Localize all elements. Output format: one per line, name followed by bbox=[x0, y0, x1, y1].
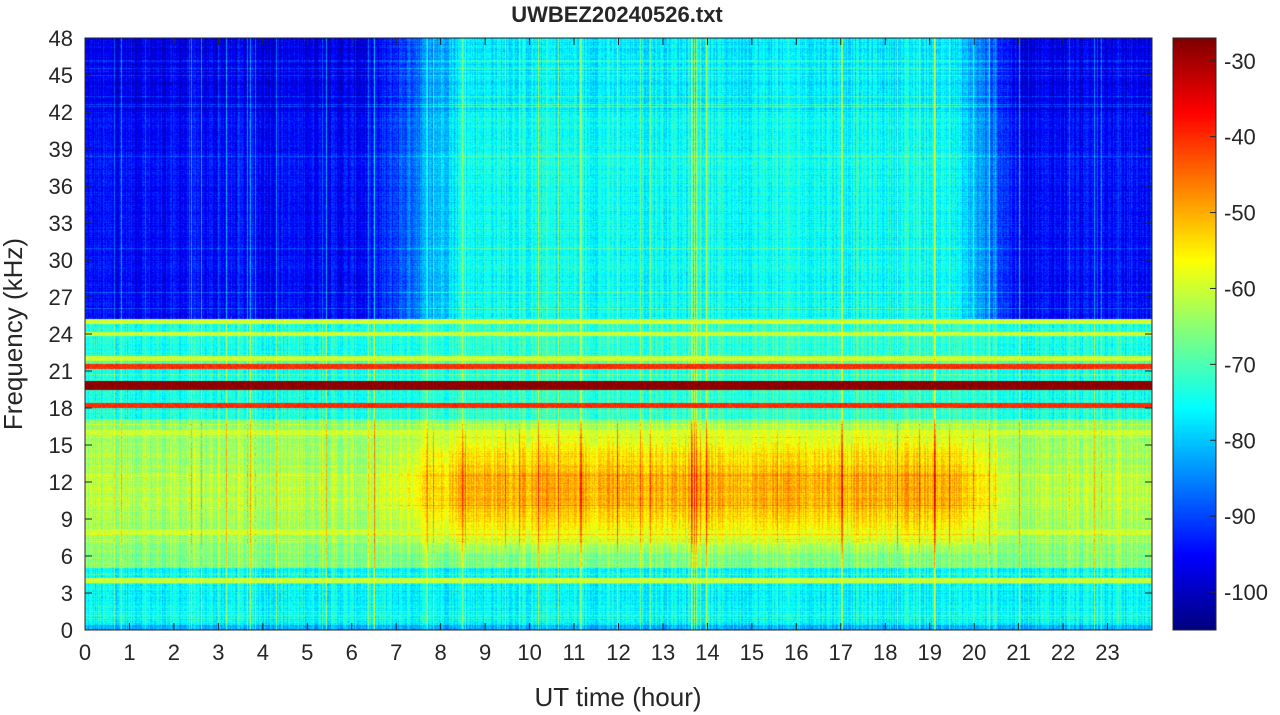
x-tick-label: 9 bbox=[479, 640, 491, 665]
colorbar-tick-label: -80 bbox=[1224, 428, 1256, 453]
colorbar-tick-label: -90 bbox=[1224, 504, 1256, 529]
x-tick-label: 14 bbox=[695, 640, 719, 665]
y-tick-label: 21 bbox=[49, 359, 73, 384]
x-axis: 0 1 2 3 4 5 6 7 8 9 10 11 12 13 14 15 16 17 18 19 20 21 22 23 bbox=[79, 38, 1120, 665]
colorbar-tick-label: -60 bbox=[1224, 276, 1256, 301]
x-tick-label: 21 bbox=[1006, 640, 1030, 665]
y-tick-label: 33 bbox=[49, 211, 73, 236]
x-tick-label: 0 bbox=[79, 640, 91, 665]
x-tick-label: 4 bbox=[257, 640, 269, 665]
x-tick-label: 22 bbox=[1051, 640, 1075, 665]
colorbar-tick-label: -100 bbox=[1224, 580, 1268, 605]
y-tick-label: 3 bbox=[61, 581, 73, 606]
y-tick-label: 0 bbox=[61, 618, 73, 643]
x-tick-label: 8 bbox=[435, 640, 447, 665]
colorbar-axis: -100 -90 -80 -70 -60 -50 -40 -30 bbox=[1210, 49, 1268, 605]
chart-title: UWBEZ20240526.txt bbox=[511, 2, 723, 27]
x-tick-label: 16 bbox=[784, 640, 808, 665]
x-tick-label: 12 bbox=[606, 640, 630, 665]
y-tick-label: 45 bbox=[49, 63, 73, 88]
x-tick-label: 23 bbox=[1095, 640, 1119, 665]
colorbar-gradient bbox=[1173, 38, 1216, 630]
colorbar-tick-label: -50 bbox=[1224, 201, 1256, 226]
y-tick-label: 12 bbox=[49, 470, 73, 495]
y-tick-label: 9 bbox=[61, 507, 73, 532]
x-tick-label: 19 bbox=[917, 640, 941, 665]
x-axis-label: UT time (hour) bbox=[534, 682, 701, 712]
y-tick-label: 15 bbox=[49, 433, 73, 458]
y-axis-label: Frequency (kHz) bbox=[0, 238, 28, 430]
y-tick-label: 24 bbox=[49, 322, 73, 347]
x-tick-label: 5 bbox=[301, 640, 313, 665]
y-tick-label: 48 bbox=[49, 26, 73, 51]
x-tick-label: 2 bbox=[168, 640, 180, 665]
x-tick-label: 13 bbox=[651, 640, 675, 665]
x-tick-label: 17 bbox=[829, 640, 853, 665]
colorbar-tick-label: -70 bbox=[1224, 352, 1256, 377]
x-tick-label: 3 bbox=[212, 640, 224, 665]
x-tick-label: 7 bbox=[390, 640, 402, 665]
y-tick-label: 42 bbox=[49, 100, 73, 125]
y-tick-label: 39 bbox=[49, 137, 73, 162]
x-tick-label: 18 bbox=[873, 640, 897, 665]
y-tick-label: 27 bbox=[49, 285, 73, 310]
x-tick-label: 6 bbox=[346, 640, 358, 665]
colorbar-frame bbox=[1172, 37, 1217, 631]
y-tick-label: 6 bbox=[61, 544, 73, 569]
colorbar-tick-label: -30 bbox=[1224, 49, 1256, 74]
spectrogram-heatmap bbox=[85, 38, 1152, 630]
x-tick-label: 10 bbox=[517, 640, 541, 665]
x-tick-label: 15 bbox=[740, 640, 764, 665]
x-tick-label: 20 bbox=[962, 640, 986, 665]
y-tick-label: 36 bbox=[49, 174, 73, 199]
x-tick-label: 11 bbox=[563, 640, 586, 665]
x-tick-label: 1 bbox=[123, 640, 135, 665]
y-tick-label: 30 bbox=[49, 248, 73, 273]
colorbar-tick-label: -40 bbox=[1224, 125, 1256, 150]
y-tick-label: 18 bbox=[49, 396, 73, 421]
